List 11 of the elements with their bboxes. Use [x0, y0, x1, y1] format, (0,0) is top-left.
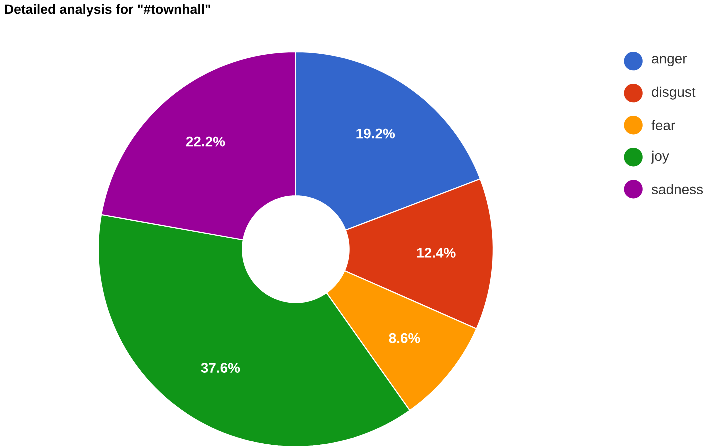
- legend-label: joy: [651, 150, 670, 164]
- legend-label: disgust: [652, 86, 696, 100]
- data-label: 8.6%: [389, 333, 420, 344]
- legend-label: fear: [652, 120, 676, 130]
- data-label: 37.6%: [201, 362, 240, 373]
- legend-label: sadness: [652, 184, 704, 194]
- data-label: 12.4%: [417, 248, 456, 258]
- legend-label: anger: [652, 56, 688, 66]
- data-label: 19.2%: [356, 128, 396, 138]
- chart-title: Detailed analysis for "#townhall": [5, 4, 210, 17]
- data-label: 22.2%: [186, 136, 226, 146]
